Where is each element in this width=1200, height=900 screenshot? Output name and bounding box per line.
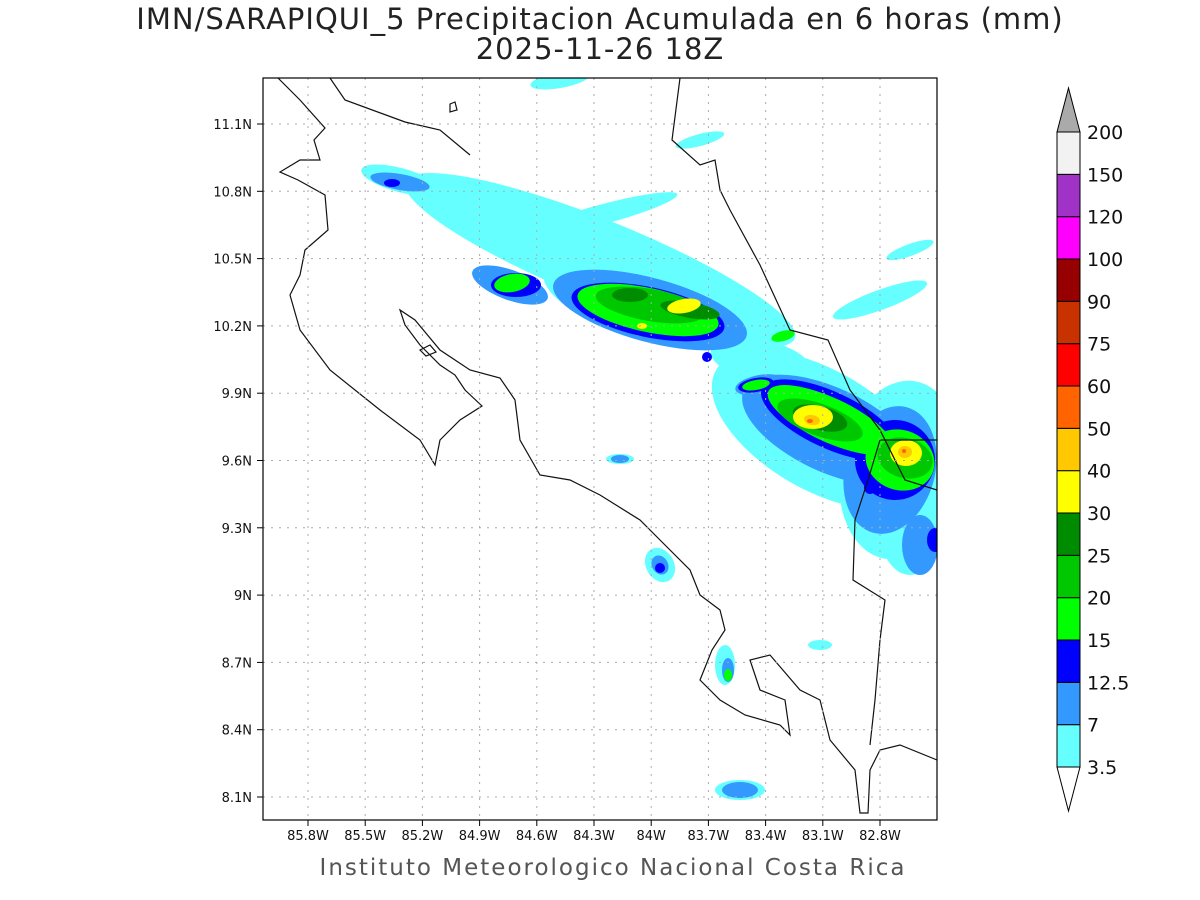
- precip-area: [886, 239, 934, 261]
- colorbar-label: 25: [1087, 545, 1111, 567]
- colorbar-label: 15: [1087, 630, 1111, 652]
- colorbar-swatch: [1056, 173, 1081, 218]
- lon-tick-label: 83.1W: [802, 829, 844, 844]
- island: [449, 101, 458, 113]
- lat-tick-label: 8.4N: [222, 724, 252, 739]
- colorbar-swatch: [1056, 258, 1081, 302]
- panama-border: [852, 439, 937, 746]
- lon-tick-label: 83.7W: [687, 829, 729, 844]
- precip-area: [611, 455, 629, 463]
- lon-tick-label: 84W: [636, 829, 666, 844]
- colorbar-swatch: [1056, 724, 1081, 768]
- lat-tick-label: 9.6N: [222, 455, 252, 470]
- precip-area: [927, 528, 937, 552]
- colorbar-label: 90: [1087, 291, 1111, 313]
- lon-tick-label: 85.2W: [401, 829, 443, 844]
- lat-tick-label: 9.3N: [222, 522, 252, 537]
- colorbar-swatch: [1056, 131, 1081, 175]
- colorbar-below-triangle: [1056, 766, 1081, 813]
- pacific-coastline: [277, 78, 937, 814]
- colorbar-above-triangle: [1056, 86, 1081, 133]
- lon-tick-label: 83.4W: [745, 829, 787, 844]
- lon-tick-label: 85.5W: [344, 829, 386, 844]
- colorbar-swatch: [1056, 639, 1081, 683]
- lon-tick-label: 85.8W: [287, 829, 329, 844]
- colorbar-swatch: [1056, 343, 1081, 387]
- colorbar-label: 3.5: [1087, 757, 1117, 779]
- colorbar-swatch: [1056, 216, 1081, 260]
- colorbar-label: 50: [1087, 418, 1111, 440]
- colorbar-swatch: [1056, 427, 1081, 472]
- credit-text: Instituto Meteorologico Nacional Costa R…: [319, 855, 907, 881]
- precip-area: [384, 179, 400, 187]
- colorbar-label: 100: [1087, 249, 1123, 271]
- precip-area: [370, 172, 430, 192]
- precip-area: [902, 515, 937, 575]
- precip-area: [771, 330, 795, 342]
- lat-tick-label: 10.8N: [213, 185, 252, 200]
- lat-tick-label: 11.1N: [213, 118, 252, 133]
- lat-tick-label: 10.5N: [213, 253, 252, 268]
- colorbar-swatch: [1056, 470, 1081, 514]
- precip-area: [722, 782, 758, 798]
- precip-area: [530, 78, 590, 90]
- colorbar-swatch: [1056, 300, 1081, 345]
- lon-tick-label: 82.8W: [859, 829, 901, 844]
- colorbar-swatch: [1056, 681, 1081, 726]
- precip-area: [522, 192, 678, 238]
- colorbar-label: 20: [1087, 588, 1111, 610]
- precip-area: [637, 323, 647, 329]
- colorbar-label: 7: [1087, 715, 1099, 737]
- precip-area: [702, 352, 712, 362]
- colorbar-label: 120: [1087, 207, 1123, 229]
- lat-tick-label: 8.7N: [222, 656, 252, 671]
- lat-tick-label: 8.1N: [222, 791, 252, 806]
- lon-tick-label: 84.3W: [573, 829, 615, 844]
- precip-area: [612, 288, 648, 302]
- island: [418, 344, 438, 357]
- precipitation-field: [361, 78, 937, 800]
- lon-tick-label: 84.6W: [516, 829, 558, 844]
- colorbar-label: 200: [1087, 122, 1123, 144]
- axis-ticks: 85.8W 85.5W 85.2W 84.9W 84.6W 84.3W 84W 83.7W 83…: [213, 118, 901, 844]
- precip-area: [807, 419, 813, 423]
- lon-tick-label: 84.9W: [459, 829, 501, 844]
- precip-area: [724, 669, 732, 681]
- precip-area: [667, 298, 701, 314]
- precip-area: [675, 131, 725, 149]
- colorbar-label: 12.5: [1087, 672, 1129, 694]
- graticule: [263, 78, 937, 820]
- lake-shore: [329, 78, 471, 156]
- colorbar-label: 150: [1087, 164, 1123, 186]
- precip-area: [655, 563, 665, 573]
- colorbar-label: 30: [1087, 503, 1111, 525]
- precip-area: [832, 280, 928, 320]
- precip-area: [494, 273, 530, 293]
- colorbar: 3.5 7 12.5 15 20 25 30 40 50 60 75 90 100 120 150 200: [1056, 86, 1129, 813]
- colorbar-swatch: [1056, 597, 1081, 641]
- colorbar-swatch: [1056, 512, 1081, 556]
- colorbar-swatch: [1056, 385, 1081, 429]
- precip-area: [808, 640, 832, 650]
- colorbar-label: 75: [1087, 334, 1111, 356]
- colorbar-label: 60: [1087, 376, 1111, 398]
- precip-area: [902, 449, 906, 453]
- precip-area: [742, 379, 770, 391]
- map-datetime: 2025-11-26 18Z: [475, 32, 725, 66]
- map-title: IMN/SARAPIQUI_5 Precipitacion Acumulada …: [136, 2, 1064, 36]
- precip-area: [710, 338, 810, 382]
- colorbar-label: 40: [1087, 461, 1111, 483]
- lat-tick-label: 10.2N: [213, 320, 252, 335]
- lat-tick-label: 9N: [234, 589, 252, 604]
- colorbar-swatch: [1056, 554, 1081, 599]
- lat-tick-label: 9.9N: [222, 387, 252, 402]
- map-frame: [262, 77, 938, 821]
